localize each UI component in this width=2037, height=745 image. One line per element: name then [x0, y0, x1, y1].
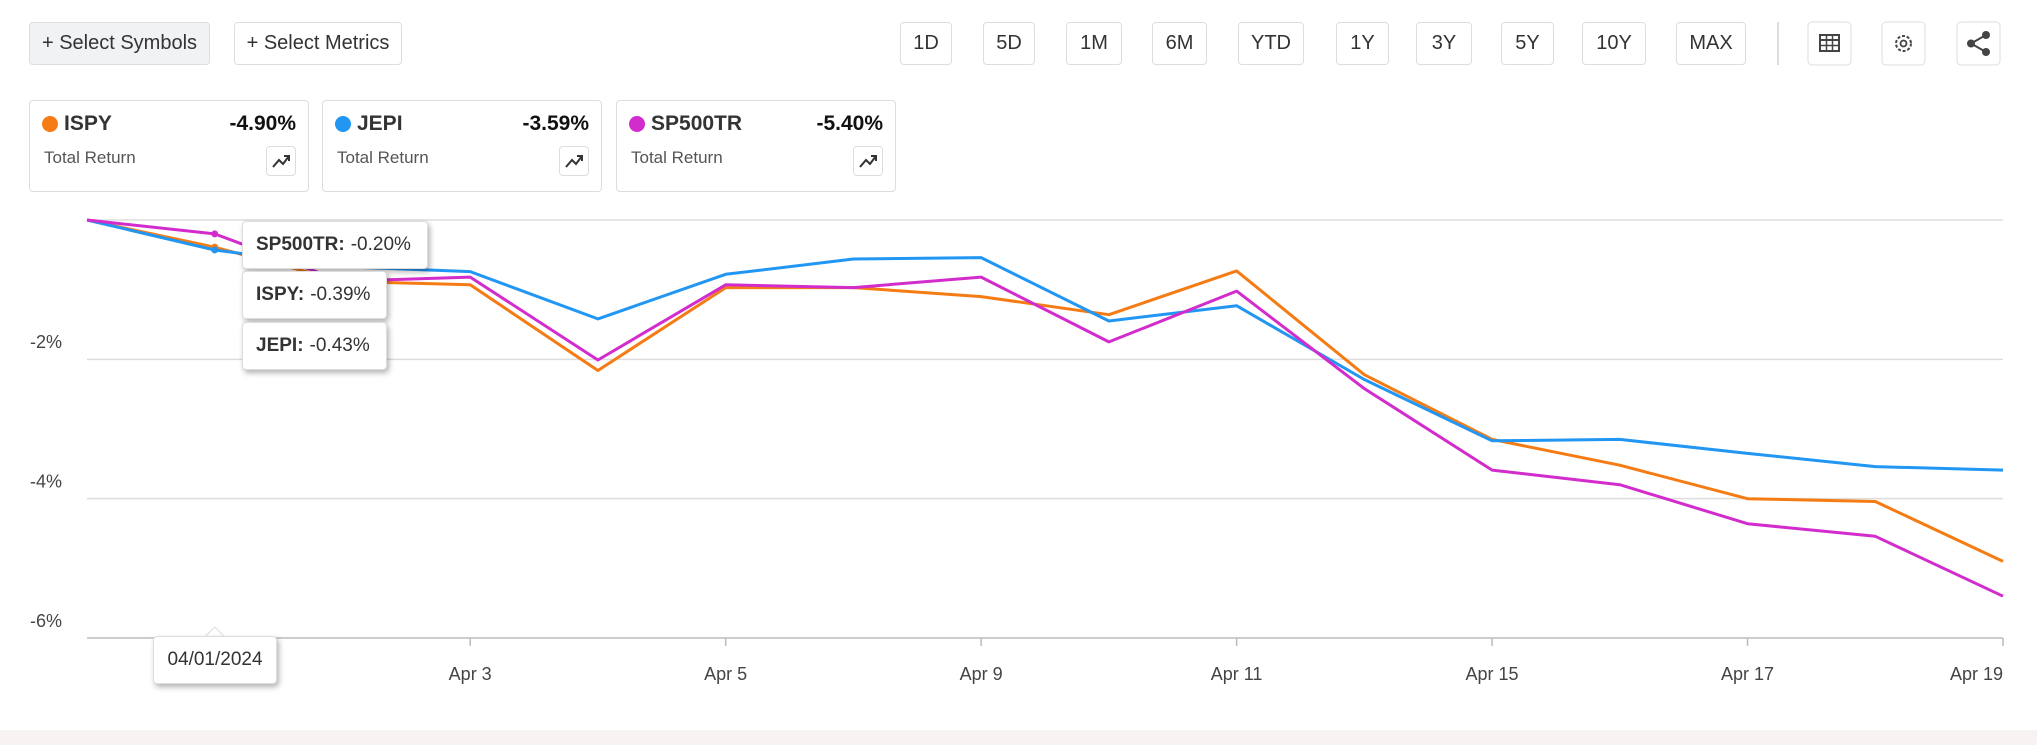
chart-icon[interactable] [266, 146, 296, 176]
y-tick-label: -4% [30, 471, 62, 491]
range-button[interactable]: 5Y [1501, 22, 1554, 65]
tooltip-value: -0.39% [310, 284, 371, 305]
range-button[interactable]: 1Y [1336, 22, 1389, 65]
y-tick-label: -2% [30, 332, 62, 352]
tooltip-value: -0.43% [309, 335, 370, 356]
table-icon[interactable] [1807, 21, 1852, 66]
date-tooltip: 04/01/2024 [153, 636, 277, 684]
range-button[interactable]: 10Y [1582, 22, 1646, 65]
metric-label: Total Return [631, 148, 723, 167]
x-tick-label: Apr 9 [960, 664, 1003, 684]
select-symbols-button[interactable]: + Select Symbols [29, 22, 210, 65]
x-tick-label: Apr 19 [1950, 664, 2003, 684]
tooltip-series: JEPI: [256, 335, 304, 356]
footer-strip [0, 730, 2037, 745]
trend-icon [859, 155, 877, 168]
total-return-value: -4.90% [229, 112, 296, 135]
legend-card: ISPY -4.90% Total Return [29, 100, 309, 192]
x-tick-label: Apr 5 [704, 664, 747, 684]
tooltip-series: ISPY: [256, 284, 305, 305]
total-return-value: -5.40% [816, 112, 883, 135]
legend-name: ISPY [64, 112, 112, 135]
metric-label: Total Return [337, 148, 429, 167]
legend-name: SP500TR [651, 112, 743, 135]
metric-label: Total Return [44, 148, 136, 167]
tooltip: ISPY: -0.39% [242, 271, 387, 319]
x-tick-label: Apr 11 [1211, 664, 1263, 684]
hover-point [211, 246, 219, 254]
share-icon[interactable] [1956, 21, 2001, 66]
legend-dot [629, 116, 645, 132]
tooltip-value: -0.20% [350, 234, 411, 255]
hover-point [211, 230, 219, 238]
series-line [86, 218, 2004, 563]
trend-icon [565, 155, 583, 168]
range-button[interactable]: 3Y [1416, 22, 1472, 65]
range-button[interactable]: 5D [983, 22, 1035, 65]
settings-icon[interactable] [1881, 21, 1926, 66]
tooltip: SP500TR: -0.20% [242, 221, 428, 269]
chart-icon[interactable] [853, 146, 883, 176]
x-tick-label: Apr 3 [449, 664, 492, 684]
x-tick-label: Apr 17 [1721, 664, 1774, 684]
legend-name: JEPI [357, 112, 403, 135]
range-button[interactable]: MAX [1676, 22, 1746, 65]
series-line [86, 218, 2004, 472]
range-button[interactable]: 1M [1066, 22, 1122, 65]
total-return-value: -3.59% [522, 112, 589, 135]
range-button[interactable]: 1D [900, 22, 952, 65]
legend-card: JEPI -3.59% Total Return [322, 100, 602, 192]
select-metrics-button[interactable]: + Select Metrics [234, 22, 402, 65]
legend-dot [42, 116, 58, 132]
range-button[interactable]: 6M [1152, 22, 1207, 65]
trend-icon [272, 155, 290, 168]
legend-card: SP500TR -5.40% Total Return [616, 100, 896, 192]
tooltip-series: SP500TR: [256, 234, 345, 255]
range-button[interactable]: YTD [1238, 22, 1304, 65]
date-tooltip-pointer [205, 626, 225, 637]
tooltip: JEPI: -0.43% [242, 322, 387, 370]
x-tick-label: Apr 15 [1466, 664, 1519, 684]
chart-icon[interactable] [559, 146, 589, 176]
y-tick-label: -6% [30, 611, 62, 631]
legend-dot [335, 116, 351, 132]
series-line [86, 218, 2004, 598]
